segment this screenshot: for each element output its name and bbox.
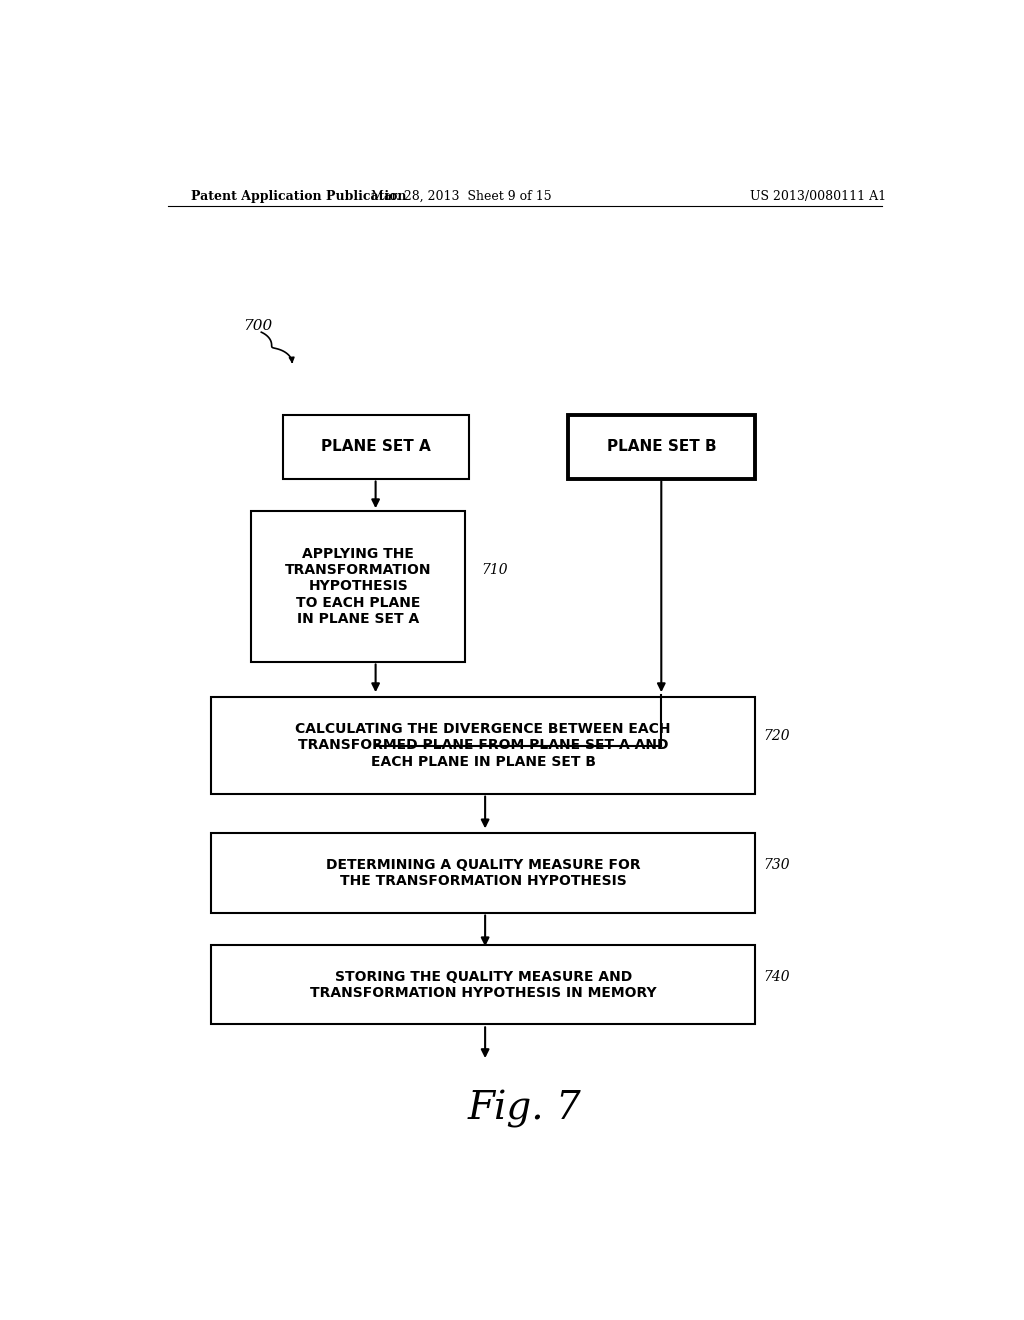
Text: APPLYING THE
TRANSFORMATION
HYPOTHESIS
TO EACH PLANE
IN PLANE SET A: APPLYING THE TRANSFORMATION HYPOTHESIS T… bbox=[285, 546, 431, 626]
Text: DETERMINING A QUALITY MEASURE FOR
THE TRANSFORMATION HYPOTHESIS: DETERMINING A QUALITY MEASURE FOR THE TR… bbox=[326, 858, 640, 888]
Text: Fig. 7: Fig. 7 bbox=[468, 1090, 582, 1127]
FancyBboxPatch shape bbox=[568, 414, 755, 479]
FancyBboxPatch shape bbox=[211, 833, 755, 912]
Text: CALCULATING THE DIVERGENCE BETWEEN EACH
TRANSFORMED PLANE FROM PLANE SET A AND
E: CALCULATING THE DIVERGENCE BETWEEN EACH … bbox=[295, 722, 671, 768]
FancyBboxPatch shape bbox=[283, 414, 469, 479]
FancyBboxPatch shape bbox=[211, 945, 755, 1024]
Text: 710: 710 bbox=[481, 564, 508, 577]
Text: US 2013/0080111 A1: US 2013/0080111 A1 bbox=[751, 190, 887, 202]
Text: 730: 730 bbox=[763, 858, 790, 871]
Text: STORING THE QUALITY MEASURE AND
TRANSFORMATION HYPOTHESIS IN MEMORY: STORING THE QUALITY MEASURE AND TRANSFOR… bbox=[310, 970, 656, 999]
FancyBboxPatch shape bbox=[211, 697, 755, 793]
FancyBboxPatch shape bbox=[251, 511, 465, 661]
Text: PLANE SET A: PLANE SET A bbox=[322, 440, 431, 454]
Text: 720: 720 bbox=[763, 729, 790, 743]
Text: Patent Application Publication: Patent Application Publication bbox=[191, 190, 407, 202]
Text: Mar. 28, 2013  Sheet 9 of 15: Mar. 28, 2013 Sheet 9 of 15 bbox=[371, 190, 552, 202]
Text: 740: 740 bbox=[763, 970, 790, 983]
Text: PLANE SET B: PLANE SET B bbox=[607, 440, 717, 454]
Text: 700: 700 bbox=[243, 319, 272, 333]
